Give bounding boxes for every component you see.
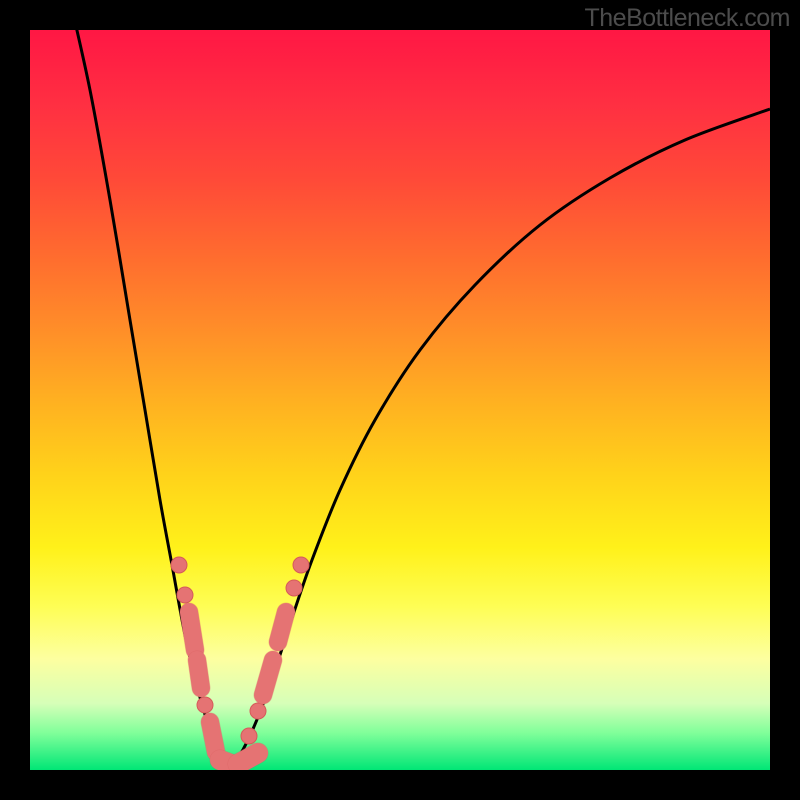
data-marker <box>177 587 193 603</box>
data-marker <box>241 728 257 744</box>
data-marker <box>197 697 213 713</box>
chart-background <box>30 30 770 770</box>
data-marker <box>238 753 258 764</box>
data-marker <box>263 660 273 695</box>
data-marker <box>293 557 309 573</box>
data-marker <box>278 612 286 642</box>
data-marker <box>171 557 187 573</box>
data-marker <box>197 660 201 688</box>
chart-container: TheBottleneck.com <box>0 0 800 800</box>
data-marker <box>250 703 266 719</box>
data-marker <box>210 722 216 752</box>
data-marker <box>286 580 302 596</box>
bottleneck-chart <box>0 0 800 800</box>
data-marker <box>189 612 195 650</box>
